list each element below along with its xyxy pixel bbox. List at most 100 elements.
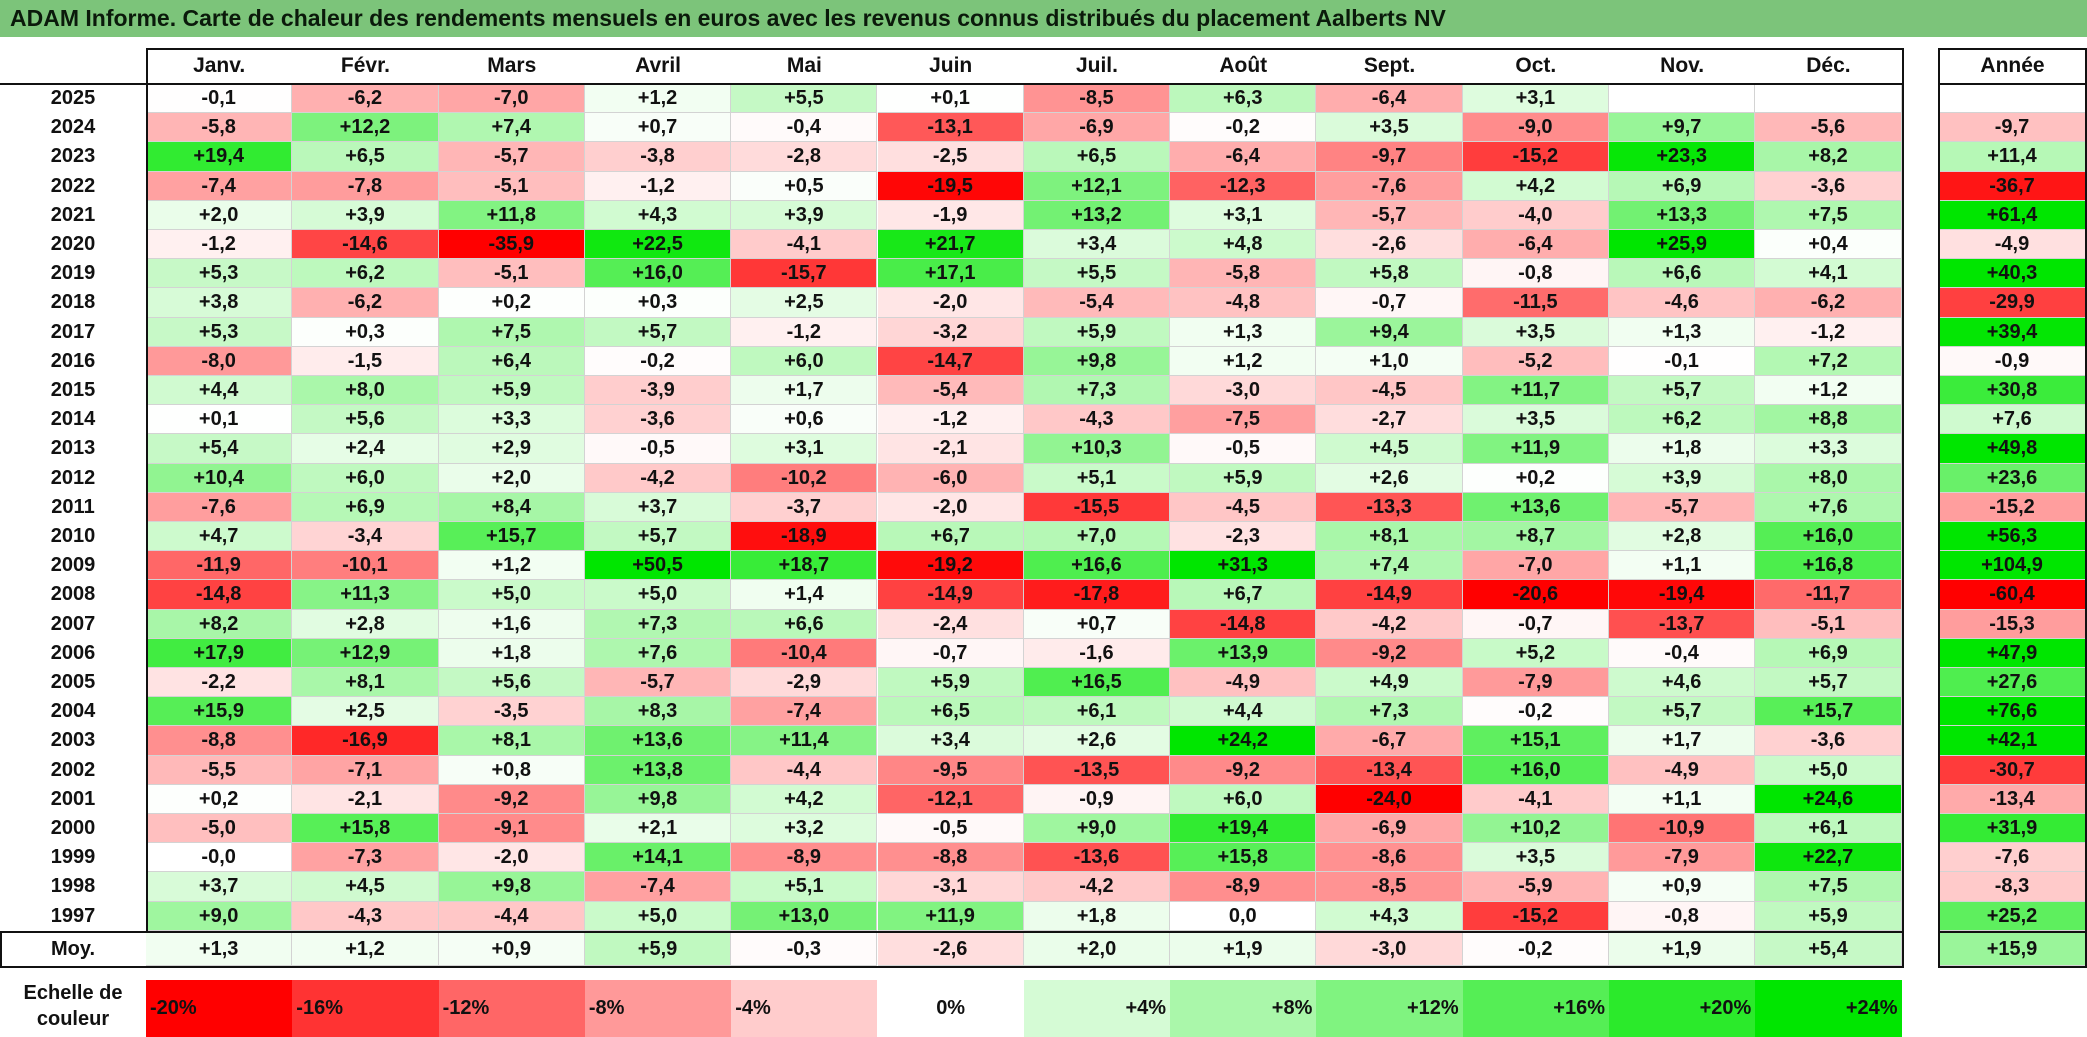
- annual-cell: -36,7: [1938, 171, 2087, 201]
- heatmap-cell: +9,8: [584, 784, 732, 814]
- heatmap-cell: +3,9: [292, 200, 439, 230]
- color-scale-swatch: +4%: [1023, 980, 1171, 1037]
- heatmap-cell: -4,3: [292, 901, 439, 931]
- color-scale-swatch: +12%: [1316, 980, 1463, 1037]
- heatmap-cell: +7,4: [438, 113, 585, 143]
- heatmap-cell: -3,7: [731, 492, 878, 522]
- heatmap-cell: -14,6: [292, 230, 439, 260]
- heatmap-cell: +23,3: [1609, 142, 1756, 172]
- year-label: 2013: [50, 437, 96, 460]
- year-label: 2020: [50, 233, 96, 255]
- average-cell: +1,9: [1609, 932, 1756, 966]
- heatmap-cell: +1,2: [438, 551, 585, 581]
- heatmap-cell: -5,7: [584, 668, 732, 698]
- heatmap-cell: +6,9: [1609, 171, 1756, 201]
- annual-cell: -4,9: [1938, 230, 2087, 260]
- heatmap-cell: -4,5: [1316, 376, 1463, 406]
- annual-cell: +39,4: [1938, 317, 2087, 347]
- heatmap-cell: +5,8: [1316, 259, 1463, 289]
- annual-cell: +23,6: [1938, 463, 2087, 493]
- heatmap-cell: +5,6: [292, 405, 439, 435]
- heatmap-cell: +15,1: [1462, 726, 1609, 756]
- heatmap-cell: -6,4: [1170, 142, 1317, 172]
- heatmap-cell: -0,2: [584, 346, 732, 376]
- heatmap-cell: -0,1: [1609, 346, 1756, 376]
- heatmap-cell: +4,3: [1316, 901, 1463, 931]
- heatmap-cell: -3,5: [438, 697, 585, 727]
- heatmap-cell: +17,9: [146, 638, 293, 668]
- heatmap-cell: +4,4: [1170, 697, 1317, 727]
- heatmap-cell: +6,0: [1170, 784, 1317, 814]
- heatmap-cell: -7,3: [292, 843, 439, 873]
- heatmap-cell: -35,9: [438, 230, 585, 260]
- heatmap-cell: +17,1: [877, 259, 1024, 289]
- heatmap-cell: +5,1: [731, 872, 878, 902]
- heatmap-cell: -24,0: [1316, 784, 1463, 814]
- heatmap-cell: +50,5: [584, 551, 732, 581]
- heatmap-cell: +5,6: [438, 668, 585, 698]
- heatmap-cell: +3,5: [1316, 113, 1463, 143]
- heatmap-cell: +1,7: [731, 376, 878, 406]
- heatmap-cell: -0,7: [1462, 609, 1609, 639]
- year-label: 2016: [50, 349, 96, 372]
- year-label: 2010: [50, 525, 96, 547]
- annual-cell: -0,9: [1938, 346, 2087, 376]
- heatmap-cell: -3,6: [584, 405, 732, 435]
- heatmap-cell: -13,1: [877, 113, 1024, 143]
- heatmap-cell: -0,8: [1462, 259, 1609, 289]
- heatmap-cell: -13,4: [1316, 755, 1463, 785]
- year-label: 2001: [50, 787, 96, 810]
- heatmap-cell: +4,2: [731, 784, 878, 814]
- heatmap-cell: -16,9: [292, 726, 439, 756]
- color-scale-swatch: 0%: [877, 980, 1024, 1037]
- heatmap-cell: +7,5: [1755, 200, 1902, 230]
- heatmap-cell: +7,3: [1023, 376, 1171, 406]
- average-cell: +5,4: [1755, 932, 1902, 966]
- heatmap-cell: -7,6: [146, 492, 293, 522]
- heatmap-cell: +8,1: [1316, 522, 1463, 552]
- annual-cell: +49,8: [1938, 434, 2087, 464]
- heatmap-cell: +5,0: [438, 580, 585, 610]
- heatmap-cell: -8,0: [146, 346, 293, 376]
- average-cell: +2,0: [1023, 932, 1171, 966]
- heatmap-cell: +2,8: [292, 609, 439, 639]
- heatmap-cell: -5,8: [146, 113, 293, 143]
- report-title: ADAM Informe. Carte de chaleur des rende…: [0, 0, 2087, 37]
- heatmap-cell: +18,7: [731, 551, 878, 581]
- heatmap-cell: +6,2: [292, 259, 439, 289]
- month-header: Janv.: [193, 54, 246, 77]
- heatmap-cell: +16,0: [1755, 522, 1902, 552]
- heatmap-cell: -2,1: [877, 434, 1024, 464]
- heatmap-cell: +2,0: [146, 200, 293, 230]
- heatmap-cell: +3,9: [731, 200, 878, 230]
- heatmap-cell: -0,7: [877, 638, 1024, 668]
- month-header: Avril: [635, 54, 681, 77]
- heatmap-cell: -4,9: [1170, 668, 1317, 698]
- heatmap-cell: +4,4: [146, 376, 293, 406]
- heatmap-cell: +2,9: [438, 434, 585, 464]
- month-header: Juil.: [1075, 54, 1118, 77]
- heatmap-cell: +31,3: [1170, 551, 1317, 581]
- annual-cell: +76,6: [1938, 697, 2087, 727]
- heatmap-cell: -9,5: [877, 755, 1024, 785]
- heatmap-cell: +6,1: [1755, 814, 1902, 844]
- color-scale-swatch: +24%: [1755, 980, 1902, 1037]
- heatmap-cell: +5,9: [1170, 463, 1317, 493]
- heatmap-cell: -9,7: [1316, 142, 1463, 172]
- heatmap-cell: +19,4: [1170, 814, 1317, 844]
- heatmap-cell: +2,6: [1316, 463, 1463, 493]
- year-label: 2019: [50, 262, 96, 285]
- heatmap-cell: -14,9: [1316, 580, 1463, 610]
- heatmap-cell: -4,8: [1170, 288, 1317, 318]
- heatmap-cell: -4,4: [731, 755, 878, 785]
- heatmap-cell: +16,0: [1462, 755, 1609, 785]
- heatmap-cell: -1,6: [1023, 638, 1171, 668]
- heatmap-cell: -1,2: [1755, 317, 1902, 347]
- heatmap-cell: +22,5: [584, 230, 732, 260]
- heatmap-cell: -7,5: [1170, 405, 1317, 435]
- heatmap-cell: -0,5: [1170, 434, 1317, 464]
- heatmap-cell: -15,2: [1462, 901, 1609, 931]
- annual-cell: +7,6: [1938, 405, 2087, 435]
- heatmap-cell: +3,1: [731, 434, 878, 464]
- heatmap-cell: +5,3: [146, 259, 293, 289]
